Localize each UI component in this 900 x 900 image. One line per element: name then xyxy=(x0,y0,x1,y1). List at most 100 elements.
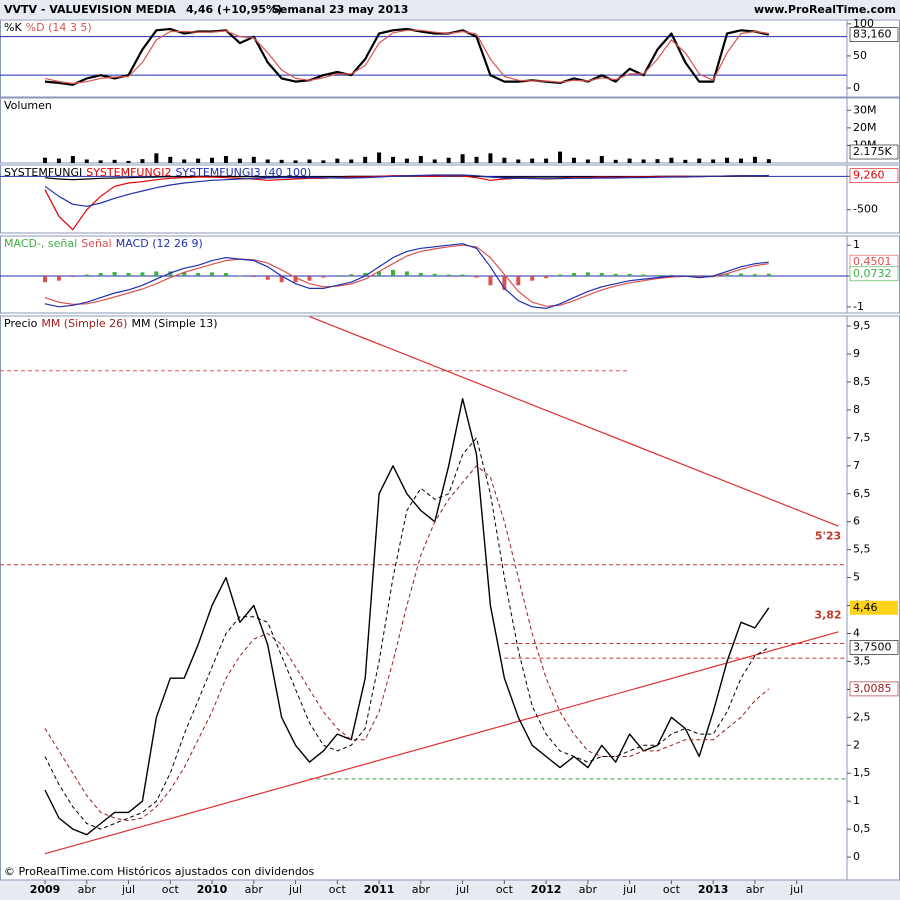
bar xyxy=(558,274,563,277)
x-tick-label: jul xyxy=(622,883,636,896)
y-tick-label: 9 xyxy=(853,347,860,360)
series-line xyxy=(44,174,769,207)
bar xyxy=(739,158,743,163)
legend-entry: MM (Simple 13) xyxy=(131,317,217,330)
y-tick-label: 0 xyxy=(853,850,860,863)
bar xyxy=(446,157,451,163)
bar xyxy=(237,276,242,277)
bar xyxy=(544,276,549,279)
bar xyxy=(182,272,187,277)
bar xyxy=(112,272,117,277)
bar xyxy=(655,159,660,163)
bar xyxy=(279,159,284,163)
bar xyxy=(571,157,576,163)
bar xyxy=(446,274,451,277)
bar xyxy=(627,273,632,277)
bar xyxy=(335,158,340,163)
series-line xyxy=(44,27,770,86)
level-label: 5'23 xyxy=(815,530,841,543)
trend-line xyxy=(44,631,839,855)
bar xyxy=(293,160,298,163)
bar xyxy=(112,159,117,163)
bar xyxy=(279,276,284,283)
bar xyxy=(432,273,437,277)
bar xyxy=(502,157,507,163)
bar xyxy=(752,274,757,277)
bar xyxy=(599,155,604,163)
bar xyxy=(56,276,61,281)
bar xyxy=(154,271,159,277)
bar xyxy=(140,272,145,277)
last-value-label: 2.175K xyxy=(853,145,892,158)
y-tick-label: 3,5 xyxy=(853,654,871,667)
bar xyxy=(126,272,131,277)
x-tick-label: 2012 xyxy=(531,883,562,896)
bar xyxy=(43,157,47,163)
legend-entry: MACD (12 26 9) xyxy=(116,237,203,250)
header-bar xyxy=(0,0,900,19)
y-tick-label: -500 xyxy=(853,203,878,216)
legend-entry: %K xyxy=(4,21,22,34)
legend-entry: SYSTEMFUNGI2 xyxy=(86,166,171,179)
x-tick-label: abr xyxy=(746,883,765,896)
last-value-box xyxy=(850,600,898,615)
bar xyxy=(56,158,61,163)
y-tick-label: 6 xyxy=(853,515,860,528)
bar xyxy=(502,276,507,290)
bar xyxy=(432,159,437,163)
y-tick-label: 100 xyxy=(853,17,874,30)
last-value-label: 0,0732 xyxy=(853,267,892,280)
bar xyxy=(196,272,201,277)
y-tick-label: 20M xyxy=(853,121,877,134)
bar xyxy=(683,159,688,163)
bar xyxy=(307,159,312,163)
bar xyxy=(669,157,674,163)
last-value-label: 4,46 xyxy=(853,601,878,614)
bar xyxy=(766,159,771,163)
x-tick-label: jul xyxy=(789,883,803,896)
y-tick-label: 1 xyxy=(853,794,860,807)
bar xyxy=(418,272,423,277)
bar xyxy=(265,159,270,163)
y-tick-label: 8 xyxy=(853,403,860,416)
bar xyxy=(488,276,493,286)
bar xyxy=(210,157,215,163)
x-tick-label: oct xyxy=(496,883,514,896)
bar xyxy=(391,269,395,277)
y-tick-label: 50 xyxy=(853,49,867,62)
bar xyxy=(404,158,409,163)
bar xyxy=(474,276,479,278)
legend: Volumen xyxy=(4,99,52,112)
x-tick-label: oct xyxy=(663,883,681,896)
bar xyxy=(752,156,757,163)
bar xyxy=(307,276,312,281)
last-value-label: 9,260 xyxy=(853,169,885,182)
header-title: VVTV - VALUEVISION MEDIA xyxy=(4,3,176,16)
bar xyxy=(613,273,618,277)
bar xyxy=(530,276,535,281)
bar xyxy=(335,275,340,277)
bar xyxy=(418,155,423,163)
y-tick-label: 2 xyxy=(853,738,860,751)
x-tick-label: abr xyxy=(78,883,97,896)
legend-entry: %D (14 3 5) xyxy=(26,21,92,34)
bar xyxy=(391,156,395,163)
bar xyxy=(70,276,75,277)
bar xyxy=(126,160,131,163)
x-tick-label: jul xyxy=(121,883,135,896)
bar xyxy=(697,276,702,277)
bar xyxy=(251,276,256,277)
legend: MACD-, señal Señal MACD (12 26 9) xyxy=(4,237,203,250)
last-value-box xyxy=(849,144,899,160)
bar xyxy=(613,159,618,163)
x-tick-label: 2009 xyxy=(30,883,61,896)
bar xyxy=(585,159,590,163)
y-tick-label: 1,5 xyxy=(853,766,871,779)
legend-entry: SYSTEMFUNGI3 (40 100) xyxy=(175,166,311,179)
bar xyxy=(196,158,201,163)
last-value-label: 0,4501 xyxy=(853,255,892,268)
last-value-box xyxy=(849,266,899,282)
bar xyxy=(544,158,549,163)
bar xyxy=(599,272,604,277)
